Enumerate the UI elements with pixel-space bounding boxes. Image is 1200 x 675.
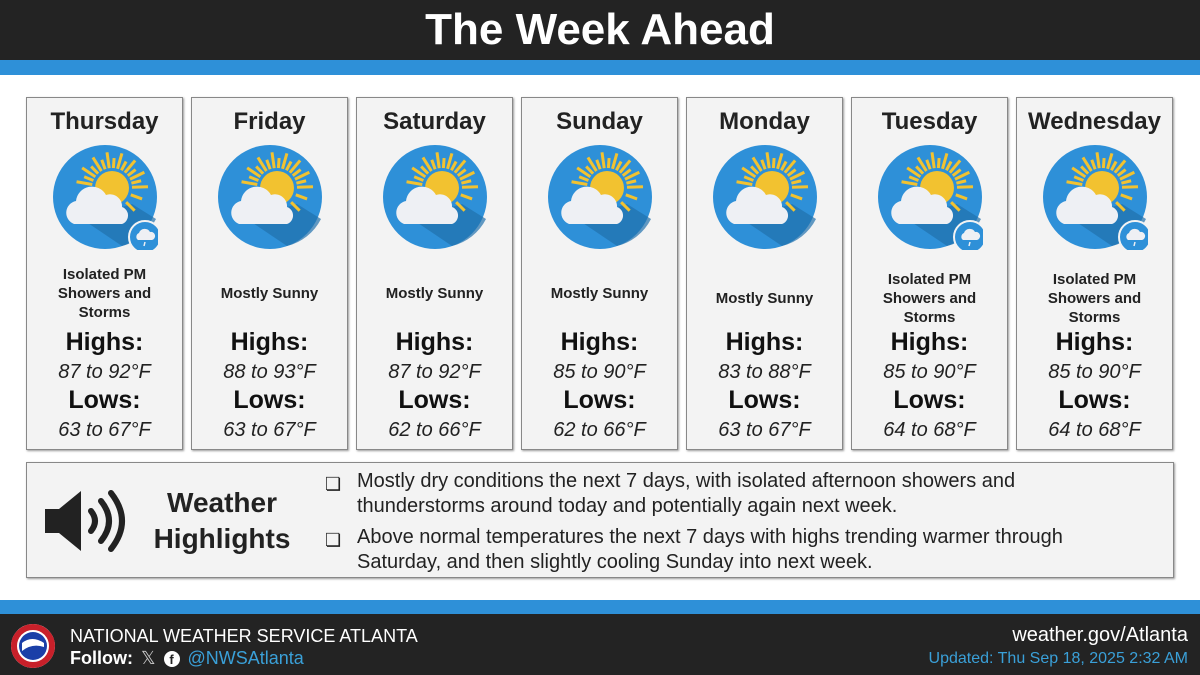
bottom-stripe <box>0 600 1200 614</box>
day-name: Saturday <box>383 108 486 135</box>
page-title: The Week Ahead <box>0 0 1200 60</box>
lows-label: Lows: <box>398 386 471 414</box>
condition-text: Isolated PM Showers and Storms <box>57 265 152 321</box>
mostly-sunny-with-showers-icon <box>1042 144 1152 254</box>
condition-text: Mostly Sunny <box>385 284 484 302</box>
updated-timestamp: Updated: Thu Sep 18, 2025 2:32 AM <box>928 650 1188 667</box>
highs-label: Highs: <box>230 328 309 356</box>
lows-value: 62 to 66°F <box>553 419 646 441</box>
day-name: Tuesday <box>881 108 978 135</box>
social-handle-link[interactable]: @NWSAtlanta <box>187 648 304 668</box>
follow-label: Follow: <box>70 648 133 668</box>
lows-value: 63 to 67°F <box>718 419 811 441</box>
highs-value: 85 to 90°F <box>1048 361 1141 383</box>
highs-value: 87 to 92°F <box>58 361 151 383</box>
highlight-bullet: ❏ Above normal temperatures the next 7 da… <box>325 525 1145 575</box>
highs-label: Highs: <box>725 328 804 356</box>
x-icon[interactable]: 𝕏 <box>140 648 156 668</box>
highlight-text: Above normal temperatures the next 7 day… <box>357 526 1063 573</box>
highlights-title-line1: Weather <box>167 487 277 518</box>
condition-text: Isolated PM Showers and Storms <box>1047 270 1142 326</box>
mostly-sunny-icon <box>382 144 488 250</box>
lows-value: 63 to 67°F <box>223 419 316 441</box>
day-name: Thursday <box>50 108 159 135</box>
day-name: Wednesday <box>1028 108 1161 135</box>
highlight-bullet: ❏ Mostly dry conditions the next 7 days, … <box>325 469 1145 519</box>
mostly-sunny-with-showers-icon <box>52 144 162 254</box>
lows-label: Lows: <box>233 386 306 414</box>
forecast-card-thursday: Thursday Isolated PM Showers and Storms … <box>26 97 183 450</box>
nws-logo-icon <box>11 624 55 668</box>
forecast-card-sunday: Sunday Mostly Sunny Highs: 85 to 90°F Lo… <box>521 97 678 450</box>
condition-text: Mostly Sunny <box>715 289 814 307</box>
facebook-icon[interactable]: f <box>163 650 180 667</box>
day-name: Monday <box>719 108 810 135</box>
highs-label: Highs: <box>890 328 969 356</box>
website-link[interactable]: weather.gov/Atlanta <box>1012 624 1188 646</box>
forecast-card-tuesday: Tuesday Isolated PM Showers and Storms H… <box>851 97 1008 450</box>
forecast-cards: Thursday Isolated PM Showers and Storms … <box>26 97 1173 450</box>
highs-value: 87 to 92°F <box>388 361 481 383</box>
condition-text: Isolated PM Showers and Storms <box>882 270 977 326</box>
highs-value: 83 to 88°F <box>718 361 811 383</box>
mostly-sunny-icon <box>217 144 323 250</box>
weather-highlights: Weather Highlights ❏ Mostly dry conditions… <box>26 462 1174 578</box>
checkbox-bullet-icon: ❏ <box>325 474 342 494</box>
highlights-title: Weather Highlights <box>147 485 297 557</box>
condition-text: Mostly Sunny <box>220 284 319 302</box>
lows-label: Lows: <box>1058 386 1131 414</box>
lows-label: Lows: <box>728 386 801 414</box>
day-name: Sunday <box>556 108 643 135</box>
lows-value: 64 to 68°F <box>1048 419 1141 441</box>
speaker-icon <box>45 490 125 552</box>
highs-label: Highs: <box>395 328 474 356</box>
highs-value: 88 to 93°F <box>223 361 316 383</box>
lows-value: 64 to 68°F <box>883 419 976 441</box>
checkbox-bullet-icon: ❏ <box>325 530 342 550</box>
forecast-card-wednesday: Wednesday Isolated PM Showers and Storms… <box>1016 97 1173 450</box>
day-name: Friday <box>233 108 306 135</box>
mostly-sunny-icon <box>547 144 653 250</box>
condition-text: Mostly Sunny <box>550 284 649 302</box>
lows-label: Lows: <box>893 386 966 414</box>
lows-label: Lows: <box>68 386 141 414</box>
lows-label: Lows: <box>563 386 636 414</box>
lows-value: 62 to 66°F <box>388 419 481 441</box>
highs-label: Highs: <box>1055 328 1134 356</box>
highs-value: 85 to 90°F <box>553 361 646 383</box>
footer: NATIONAL WEATHER SERVICE ATLANTA Follow:… <box>0 614 1200 675</box>
lows-value: 63 to 67°F <box>58 419 151 441</box>
top-stripe <box>0 60 1200 75</box>
highs-label: Highs: <box>65 328 144 356</box>
highs-value: 85 to 90°F <box>883 361 976 383</box>
highlight-text: Mostly dry conditions the next 7 days, w… <box>357 470 1016 517</box>
forecast-card-monday: Monday Mostly Sunny Highs: 83 to 88°F Lo… <box>686 97 843 450</box>
org-name: NATIONAL WEATHER SERVICE ATLANTA <box>70 626 418 646</box>
forecast-card-friday: Friday Mostly Sunny Highs: 88 to 93°F Lo… <box>191 97 348 450</box>
mostly-sunny-icon <box>712 144 818 250</box>
highs-label: Highs: <box>560 328 639 356</box>
highlights-title-line2: Highlights <box>153 523 291 554</box>
mostly-sunny-with-showers-icon <box>877 144 987 254</box>
forecast-card-saturday: Saturday Mostly Sunny Highs: 87 to 92°F … <box>356 97 513 450</box>
